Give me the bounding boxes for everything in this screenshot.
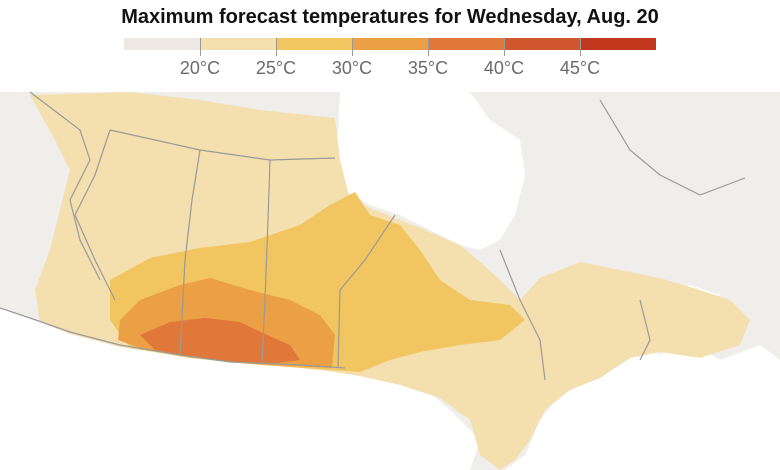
legend-swatch-35-40 <box>428 38 504 50</box>
border-sask-manitoba <box>261 159 271 363</box>
province-borders <box>0 91 746 381</box>
water-hudson-bay <box>335 92 525 250</box>
land-usa <box>0 308 480 470</box>
legend-swatch-40-45 <box>504 38 580 50</box>
legend-tick-20 <box>200 38 201 56</box>
border-bc-alberta <box>74 129 116 301</box>
legend-swatch-above-45 <box>580 38 656 50</box>
border-manitoba-ontario <box>337 214 396 369</box>
legend-label-20: 20°C <box>179 58 221 78</box>
legend-swatch-25-30 <box>276 38 352 50</box>
legend-tick-25 <box>276 38 277 56</box>
legend-tick-30 <box>352 38 353 56</box>
legend-label-25: 25°C <box>255 58 297 78</box>
legend-color-bar <box>124 38 656 50</box>
border-ontario-quebec <box>499 249 546 381</box>
border-territories <box>109 129 336 161</box>
chart-title: Maximum forecast temperatures for Wednes… <box>121 6 659 28</box>
legend-tick-40 <box>504 38 505 56</box>
border-quebec-labrador <box>599 99 746 196</box>
canada-temperature-map <box>0 91 780 470</box>
legend-tick-45 <box>580 38 581 56</box>
legend-ticks <box>0 38 780 58</box>
border-us-canada <box>0 307 346 369</box>
legend-swatch-30-35 <box>352 38 428 50</box>
border-nb <box>639 299 651 361</box>
legend-label-30: 30°C <box>331 58 373 78</box>
border-alberta-sask <box>179 149 201 356</box>
legend-label-35: 35°C <box>407 58 449 78</box>
legend-swatch-below-20 <box>124 38 200 50</box>
legend-label-45: 45°C <box>559 58 601 78</box>
legend-label-40: 40°C <box>483 58 525 78</box>
legend-swatch-20-25 <box>200 38 276 50</box>
border-yukon-bc <box>29 91 101 281</box>
legend-tick-35 <box>428 38 429 56</box>
